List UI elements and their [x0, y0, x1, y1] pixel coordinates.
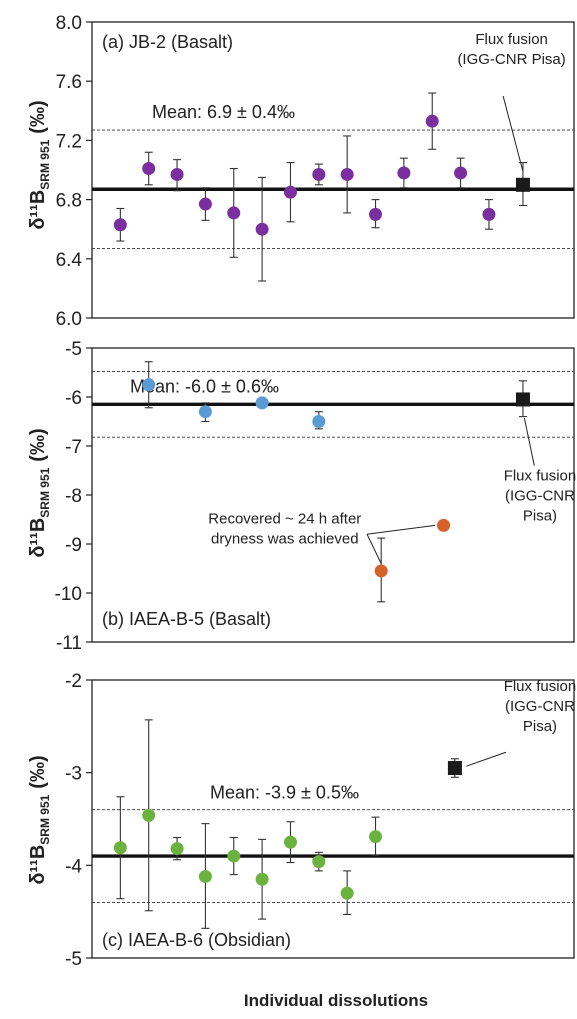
- y-tick-label: -5: [65, 339, 82, 360]
- y-axis-title-panel-c: δ¹¹BSRM 951 (‰): [27, 755, 52, 884]
- annotation-text: Flux fusion: [475, 31, 548, 48]
- annotation-leader: [366, 533, 382, 564]
- panel-label: (c) IAEA-B-6 (Obsidian): [102, 930, 291, 950]
- dissolution-point: [113, 841, 127, 855]
- dissolution-point: [227, 206, 241, 220]
- y-tick-label: -3: [65, 764, 82, 785]
- mean-label: Mean: 6.9 ± 0.4‰: [152, 102, 295, 122]
- annotation-text: (IGG-CNR: [505, 698, 575, 715]
- annotation-text: Recovered ~ 24 h after: [208, 510, 361, 527]
- annotation-leader: [502, 95, 524, 172]
- dissolution-point: [255, 872, 269, 886]
- dissolution-point: [142, 378, 156, 392]
- dissolution-point: [454, 166, 468, 180]
- dissolution-point: [369, 207, 383, 221]
- y-axis-title-unit: (‰): [27, 755, 49, 788]
- y-axis-title-sub: SRM 951: [38, 139, 52, 189]
- dissolution-point: [170, 167, 184, 181]
- svg-text:δ¹¹BSRM 951(‰): δ¹¹BSRM 951 (‰): [27, 100, 52, 229]
- annotation-leader: [366, 524, 436, 535]
- dissolution-point: [198, 405, 212, 419]
- annotation-leader: [523, 417, 535, 466]
- mean-label: Mean: -6.0 ± 0.6‰: [130, 376, 279, 396]
- dissolution-point: [312, 415, 326, 428]
- y-tick-label: -4: [65, 856, 82, 877]
- panel-label: (a) JB-2 (Basalt): [102, 32, 233, 52]
- y-axis-title-sub: SRM 951: [38, 794, 52, 844]
- dissolution-point: [397, 166, 411, 180]
- flux-fusion-point: [447, 761, 462, 776]
- annotation-text: Pisa): [523, 718, 557, 735]
- y-axis-title-sub: SRM 951: [38, 467, 52, 517]
- y-axis-title-unit: (‰): [27, 100, 49, 133]
- dissolution-point: [170, 842, 184, 856]
- dissolution-point: [369, 830, 383, 844]
- y-tick-label: -7: [65, 437, 82, 458]
- recovered-point: [437, 518, 451, 532]
- y-tick-label: 7.2: [56, 131, 82, 152]
- y-tick-label: -11: [56, 633, 82, 654]
- y-tick-label: -8: [65, 486, 82, 507]
- dissolution-point: [425, 114, 439, 128]
- dissolution-point: [198, 869, 212, 883]
- y-tick-label: -9: [65, 535, 82, 556]
- y-axis-title-unit: (‰): [27, 428, 49, 461]
- annotation-text: dryness was achieved: [211, 530, 359, 547]
- dissolution-point: [482, 207, 496, 221]
- dissolution-point: [283, 185, 297, 199]
- y-axis-title-main: δ¹¹B: [27, 190, 49, 230]
- dissolution-point: [142, 808, 156, 822]
- annotation-text: Pisa): [523, 507, 557, 524]
- y-axis-title-main: δ¹¹B: [27, 845, 49, 885]
- dissolution-point: [227, 849, 241, 863]
- dissolution-point: [340, 167, 354, 181]
- dissolution-point: [255, 396, 269, 410]
- y-tick-label: -10: [55, 584, 82, 605]
- flux-fusion-point: [515, 177, 530, 192]
- flux-fusion-point: [515, 392, 530, 407]
- annotation-leader: [466, 751, 507, 767]
- y-tick-label: 8.0: [56, 13, 82, 34]
- annotation-text: (IGG-CNR Pisa): [457, 51, 565, 68]
- y-axis-title-panel-b: δ¹¹BSRM 951 (‰): [27, 428, 52, 557]
- y-tick-label: 6.4: [56, 250, 83, 271]
- y-tick-label: 6.8: [56, 191, 82, 212]
- plot-frame: [91, 679, 575, 959]
- y-tick-label: 7.6: [56, 72, 82, 93]
- x-axis-title: Individual dissolutions: [244, 991, 428, 1010]
- panel-label: (b) IAEA-B-5 (Basalt): [102, 609, 271, 629]
- recovered-point: [374, 564, 388, 578]
- dissolution-point: [113, 218, 127, 232]
- y-axis-title-panel-a: δ¹¹BSRM 951 (‰): [27, 100, 52, 229]
- y-tick-label: -2: [65, 671, 82, 692]
- annotation-text: (IGG-CNR: [505, 487, 575, 504]
- annotation-text: Flux fusion: [504, 467, 577, 484]
- dissolution-point: [255, 222, 269, 236]
- y-axis-title-main: δ¹¹B: [27, 518, 49, 558]
- mean-label: Mean: -3.9 ± 0.5‰: [210, 783, 359, 803]
- dissolution-point: [198, 197, 212, 211]
- svg-text:δ¹¹BSRM 951(‰): δ¹¹BSRM 951 (‰): [27, 428, 52, 557]
- dissolution-point: [312, 855, 326, 869]
- y-tick-label: -6: [65, 388, 82, 409]
- annotation-text: Flux fusion: [504, 678, 577, 695]
- dissolution-point: [312, 167, 326, 181]
- dissolution-point: [142, 162, 156, 176]
- y-tick-label: -5: [65, 949, 82, 970]
- dissolution-point: [283, 835, 297, 849]
- y-tick-label: 6.0: [56, 309, 82, 330]
- dissolution-point: [340, 886, 354, 900]
- plot-frame: [91, 21, 575, 319]
- svg-text:δ¹¹BSRM 951(‰): δ¹¹BSRM 951 (‰): [27, 755, 52, 884]
